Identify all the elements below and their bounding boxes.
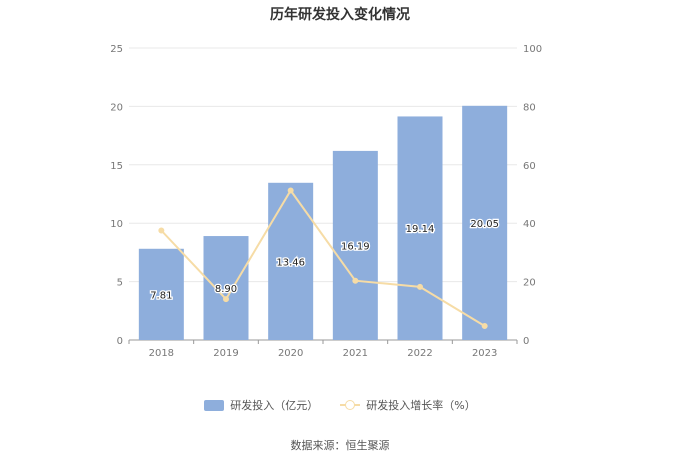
bar-value-label: 13.46 <box>276 257 305 268</box>
y-right-tick-label: 60 <box>523 161 536 172</box>
growth-point <box>287 187 294 194</box>
growth-line <box>160 188 486 327</box>
y-right-tick-label: 20 <box>523 278 536 289</box>
legend-item-bar[interactable]: 研发投入（亿元） <box>204 397 318 413</box>
y-right-tick-label: 100 <box>523 44 542 55</box>
y-left-tick-label: 5 <box>117 278 123 289</box>
y-right-tick-label: 0 <box>523 336 529 347</box>
growth-point <box>417 283 423 290</box>
x-tick-label: 2020 <box>278 348 303 359</box>
bar <box>397 116 443 341</box>
growth-point <box>481 322 488 329</box>
growth-point <box>352 277 359 284</box>
x-tick-label: 2023 <box>472 348 497 359</box>
legend-bar-label: 研发投入（亿元） <box>230 399 319 412</box>
y-right-tick-label: 40 <box>523 219 536 230</box>
legend-line-label: 研发投入增长率（%） <box>366 399 476 412</box>
x-tick-label: 2019 <box>213 348 238 359</box>
bar <box>203 236 249 340</box>
legend-item-line[interactable]: 研发投入增长率（%） <box>340 397 476 413</box>
bar-value-label: 16.19 <box>341 241 370 252</box>
chart-legend: 研发投入（亿元） 研发投入增长率（%） <box>0 397 680 413</box>
data-source: 数据来源：恒生聚源 <box>290 439 390 452</box>
bar-value-label: 8.90 <box>215 284 237 295</box>
y-left-tick-label: 0 <box>117 336 123 347</box>
bar <box>268 182 314 340</box>
bar-value-label: 7.81 <box>150 290 172 301</box>
y-left-tick-label: 25 <box>110 44 123 55</box>
growth-point <box>158 227 165 234</box>
y-left-tick-label: 15 <box>110 161 123 172</box>
y-left-tick-label: 20 <box>110 102 123 113</box>
x-tick-label: 2022 <box>407 348 432 359</box>
growth-point <box>223 296 229 303</box>
bar <box>332 150 378 340</box>
y-right-tick-label: 80 <box>523 102 536 113</box>
bar <box>462 105 508 340</box>
legend-bar-swatch <box>204 399 225 411</box>
y-left-tick-label: 10 <box>110 219 123 230</box>
x-tick-label: 2018 <box>149 348 174 359</box>
legend-line-swatch <box>340 399 361 411</box>
bar-value-label: 19.14 <box>406 224 435 235</box>
bar <box>138 248 184 340</box>
chart-title: 历年研发投入变化情况 <box>270 7 410 23</box>
bar-value-label: 20.05 <box>470 219 499 230</box>
x-tick-label: 2021 <box>343 348 368 359</box>
